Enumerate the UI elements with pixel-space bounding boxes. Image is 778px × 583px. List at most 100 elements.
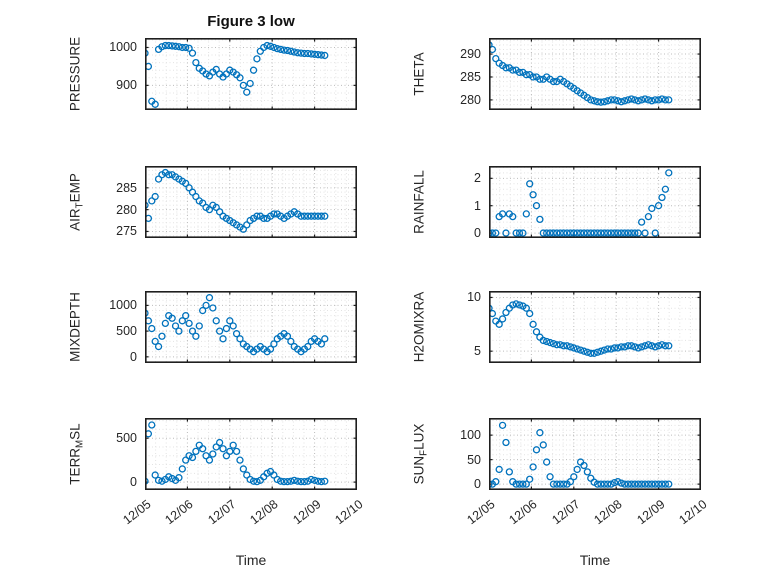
data-point [607, 345, 615, 353]
y-tick-label: 0 [130, 349, 137, 364]
data-point [529, 320, 537, 328]
data-point [597, 480, 605, 488]
data-point [226, 447, 234, 456]
data-point [580, 347, 588, 355]
data-point [304, 49, 312, 58]
data-point [215, 438, 224, 447]
data-point [151, 337, 159, 346]
data-point [145, 201, 149, 209]
plot-box [489, 291, 701, 363]
data-point [641, 95, 649, 103]
data-point [280, 46, 288, 54]
data-point [256, 47, 264, 55]
data-point [587, 229, 595, 237]
data-point [300, 49, 309, 58]
data-point [583, 348, 592, 356]
plot-canvas-h2omixra [489, 291, 701, 363]
data-point [529, 191, 537, 199]
data-point [641, 480, 649, 488]
subplot-mixdepth: 0 500 1000 MIXDEPTH [68, 291, 357, 364]
data-point [617, 229, 625, 237]
x-tick-label: 12/09 [633, 497, 668, 528]
data-point [270, 210, 278, 218]
data-point [536, 215, 544, 224]
y-axis-label-sun-flux: SUNFLUX [411, 423, 430, 485]
data-point [215, 208, 224, 216]
data-point [199, 306, 207, 315]
data-point [526, 309, 534, 318]
data-point [556, 341, 564, 349]
data-point [185, 44, 193, 52]
data-point [178, 465, 186, 473]
data-point [489, 480, 493, 488]
data-point [192, 332, 200, 340]
data-point [498, 210, 507, 218]
data-point [600, 98, 608, 106]
data-point [182, 312, 190, 320]
data-point [188, 453, 197, 462]
data-point [495, 320, 503, 328]
data-point [512, 300, 520, 308]
data-point [627, 342, 636, 350]
y-axis-label-part: LUX [411, 423, 427, 450]
data-point [502, 229, 510, 237]
data-point [526, 475, 534, 483]
data-point [300, 478, 309, 486]
data-point [621, 343, 629, 351]
data-point [209, 450, 217, 458]
data-point [243, 88, 251, 96]
data-point [566, 229, 575, 237]
data-point [314, 212, 322, 220]
data-point [253, 212, 261, 220]
data-point [549, 480, 558, 488]
data-point [151, 471, 159, 479]
data-point [624, 480, 632, 488]
data-point [168, 314, 176, 322]
data-point [283, 332, 292, 340]
data-point [522, 480, 530, 488]
data-point [614, 229, 622, 237]
data-point [576, 229, 585, 237]
y-axis-label-part: EMP [67, 173, 83, 203]
x-tick-label: 12/08 [591, 497, 625, 528]
x-tick-label: 12/06 [506, 497, 541, 528]
x-tick-label: 12/05 [464, 497, 498, 528]
data-point [607, 229, 615, 237]
data-point [590, 229, 598, 237]
data-point [263, 41, 271, 50]
data-point [178, 43, 186, 52]
data-point [665, 96, 673, 104]
data-point [158, 43, 166, 51]
data-point [273, 44, 281, 53]
data-point [624, 229, 632, 237]
data-point [631, 229, 639, 237]
y-axis-label-rainfall: RAINFALL [412, 170, 427, 234]
data-point [229, 441, 237, 449]
y-axis-label-pressure: PRESSURE [68, 37, 83, 111]
data-point [604, 229, 612, 237]
data-point [624, 96, 632, 104]
data-point [232, 447, 241, 456]
data-point [495, 465, 503, 474]
data-point [651, 480, 659, 488]
data-point [634, 97, 642, 105]
data-point [573, 345, 581, 353]
x-tick-label: 12/07 [205, 497, 239, 528]
data-point [661, 185, 670, 193]
data-point [270, 471, 278, 479]
data-point [556, 480, 564, 488]
data-point [600, 229, 608, 237]
y-axis-label-air-temp: AIRTEMP [67, 173, 86, 231]
data-point [634, 229, 642, 237]
data-point [154, 476, 163, 484]
data-point [310, 476, 319, 484]
data-point [171, 322, 180, 330]
data-point [310, 212, 319, 220]
data-point [314, 477, 322, 485]
data-point [546, 473, 554, 481]
data-point [151, 192, 159, 201]
data-point [192, 447, 200, 456]
data-point [188, 188, 197, 196]
data-point [610, 229, 619, 237]
x-tick-label: 12/08 [247, 497, 281, 528]
